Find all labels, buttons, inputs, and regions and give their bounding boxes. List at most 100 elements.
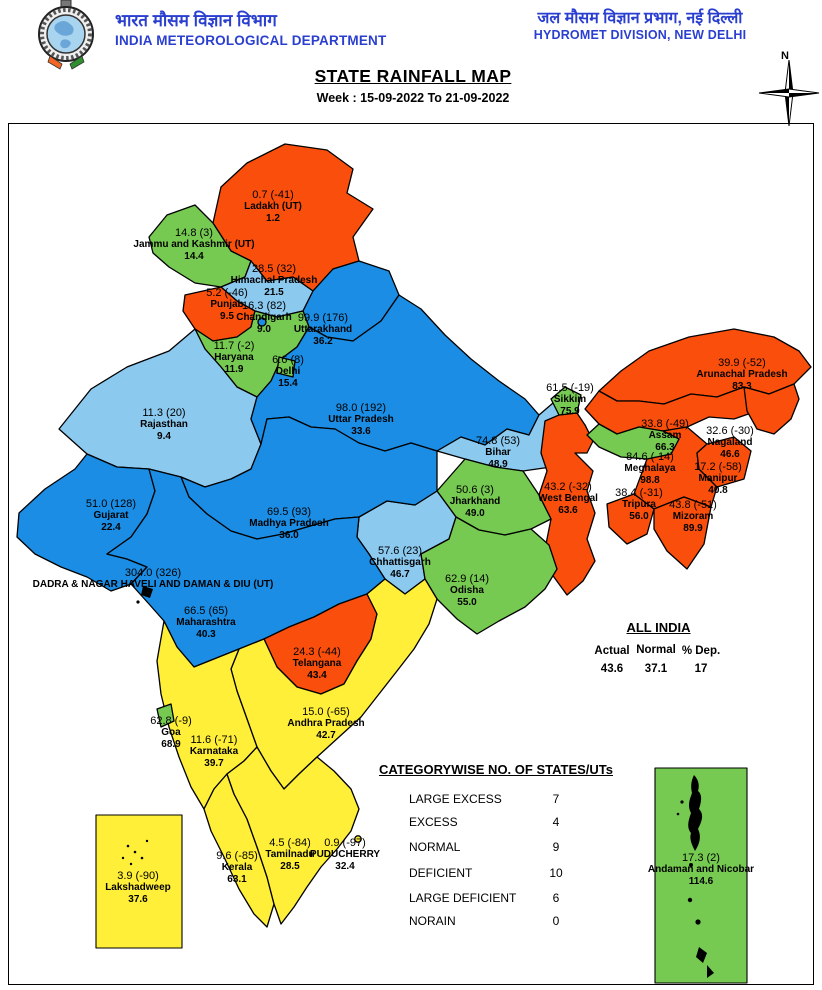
state-value-ap: 15.0 (-65)	[302, 706, 350, 718]
state-name-hp: Himachal Pradesh	[230, 275, 318, 286]
state-normal-up: 33.6	[351, 426, 371, 437]
state-shape-tamilnadu	[226, 746, 360, 925]
state-shape-sikkim	[550, 386, 582, 416]
state-label-dnh: 304.0 (326) DADRA & NAGAR HAVELI AND DAMA…	[33, 567, 274, 591]
state-value-manipur: 17.2 (-58)	[694, 461, 742, 473]
state-name-odisha: Odisha	[450, 585, 484, 596]
state-name-meghalaya: Meghalaya	[624, 463, 676, 474]
state-value-hp: 28.5 (32)	[251, 263, 297, 275]
state-label-maharashtra: 66.5 (65) Maharashtra 40.3	[176, 605, 235, 641]
state-normal-telangana: 43.4	[307, 670, 327, 681]
state-value-telangana: 24.3 (-44)	[293, 646, 341, 658]
state-name-tripura: Tripura	[622, 499, 656, 510]
state-label-ap: 15.0 (-65) Andhra Pradesh 42.7	[287, 706, 364, 742]
state-normal-maharashtra: 40.3	[196, 629, 216, 640]
state-normal-puducherry: 32.4	[335, 861, 355, 872]
category-row-count: 9	[552, 840, 560, 854]
state-label-delhi: 6.6 (8) Delhi 15.4	[272, 354, 304, 390]
category-row-label: EXCESS	[409, 815, 458, 829]
state-label-nagaland: 32.6 (-30) Nagaland 46.6	[706, 425, 754, 461]
state-value-gujarat: 51.0 (128)	[85, 498, 137, 510]
category-row-count: 4	[552, 815, 560, 829]
state-normal-gujarat: 22.4	[101, 522, 121, 533]
week-subtitle: Week : 15-09-2022 To 21-09-2022	[316, 91, 510, 105]
state-label-uttarakhand: 99.9 (176) Uttarakhand 36.2	[294, 312, 352, 348]
state-value-puducherry: 0.9 (-97)	[324, 837, 366, 849]
state-value-haryana: 11.7 (-2)	[213, 340, 255, 352]
compass-north-label: N	[781, 50, 789, 62]
state-value-punjab: 5.2 (-46)	[206, 287, 248, 299]
state-name-maharashtra: Maharashtra	[176, 617, 236, 628]
state-name-jk: Jammu and Kashmir (UT)	[133, 239, 255, 250]
state-shape-puducherry	[354, 835, 362, 843]
india-rainfall-map	[16, 143, 812, 984]
state-value-chandigarh: 16.3 (82)	[241, 300, 287, 312]
compass-icon	[758, 60, 820, 127]
state-label-odisha: 62.9 (14) Odisha 55.0	[445, 573, 489, 609]
state-label-tripura: 38.4 (-31) Tripura 56.0	[615, 487, 663, 523]
state-label-chhattisgarh: 57.6 (23) Chhattisgarh 46.7	[369, 545, 431, 581]
state-label-karnataka: 11.6 (-71) Karnataka 39.7	[190, 734, 238, 770]
state-label-sikkim: 61.5 (-19) Sikkim 75.9	[546, 382, 594, 418]
all-india-actual-value: 43.6	[600, 663, 624, 675]
state-normal-ap: 42.7	[316, 730, 336, 741]
state-label-gujarat: 51.0 (128) Gujarat 22.4	[86, 498, 136, 534]
state-name-arunachal: Arunachal Pradesh	[696, 369, 788, 380]
state-name-manipur: Manipur	[698, 473, 738, 484]
state-name-bihar: Bihar	[485, 447, 511, 458]
state-normal-chandigarh: 9.0	[257, 324, 271, 335]
state-label-chandigarh: 16.3 (82) Chandigarh 9.0	[236, 300, 292, 336]
state-name-jharkhand: Jharkhand	[449, 496, 501, 507]
state-label-mp: 69.5 (93) Madhya Pradesh 36.0	[249, 506, 328, 542]
category-row-label: LARGE EXCESS	[409, 792, 502, 806]
state-value-kerala: 9.6 (-85)	[216, 850, 258, 862]
state-name-assam: Assam	[648, 430, 682, 441]
state-name-dnh: DADRA & NAGAR HAVELI AND DAMAN & DIU (UT…	[32, 579, 274, 590]
state-value-dnh: 304.0 (326)	[124, 567, 182, 579]
state-normal-karnataka: 39.7	[204, 758, 224, 769]
state-label-rajasthan: 11.3 (20) Rajasthan 9.4	[140, 407, 188, 443]
state-label-lakshadweep: 3.9 (-90) Lakshadweep 37.6	[105, 870, 171, 906]
state-normal-punjab: 9.5	[220, 311, 234, 322]
state-normal-rajasthan: 9.4	[157, 431, 171, 442]
state-normal-arunachal: 83.3	[732, 381, 752, 392]
state-value-mp: 69.5 (93)	[266, 506, 312, 518]
state-value-assam: 33.8 (-49)	[641, 418, 689, 430]
state-value-bihar: 74.8 (53)	[475, 435, 521, 447]
state-normal-nagaland: 46.6	[720, 449, 740, 460]
state-label-punjab: 5.2 (-46) Punjab 9.5	[206, 287, 248, 323]
all-india-col-dep: % Dep.	[681, 645, 721, 657]
state-label-bihar: 74.8 (53) Bihar 48.9	[476, 435, 520, 471]
state-label-jharkhand: 50.6 (3) Jharkhand 49.0	[450, 484, 501, 520]
state-shape-nagaland	[743, 383, 800, 435]
state-label-goa: 62.8 (-9) Goa 68.9	[150, 715, 192, 751]
state-value-uttarakhand: 99.9 (176)	[297, 312, 349, 324]
org-name-english: INDIA METEOROLOGICAL DEPARTMENT	[115, 33, 387, 48]
state-normal-mp: 36.0	[279, 530, 299, 541]
state-name-punjab: Punjab	[210, 299, 244, 310]
state-value-up: 98.0 (192)	[335, 402, 387, 414]
state-label-meghalaya: 84.6 (-14) Meghalaya 98.8	[624, 451, 675, 487]
category-row-label: DEFICIENT	[409, 866, 473, 880]
category-row-count: 0	[552, 914, 560, 928]
category-row-label: NORAIN	[409, 914, 456, 928]
state-normal-meghalaya: 98.8	[640, 475, 660, 486]
state-name-gujarat: Gujarat	[93, 510, 129, 521]
state-name-rajasthan: Rajasthan	[140, 419, 188, 430]
state-label-wb: 43.2 (-32) West Bengal 63.6	[538, 481, 598, 517]
state-value-sikkim: 61.5 (-19)	[546, 382, 594, 394]
state-value-goa: 62.8 (-9)	[150, 715, 192, 727]
state-label-andaman: 17.3 (2) Andaman and Nicobar 114.6	[648, 852, 754, 888]
state-value-arunachal: 39.9 (-52)	[718, 357, 766, 369]
state-value-lakshadweep: 3.9 (-90)	[117, 870, 159, 882]
category-row-count: 10	[549, 866, 563, 880]
division-name-hindi: जल मौसम विज्ञान प्रभाग, नई दिल्ली	[537, 10, 743, 27]
all-india-col-normal: Normal	[636, 644, 676, 656]
state-label-manipur: 17.2 (-58) Manipur 40.8	[694, 461, 742, 497]
state-label-ladakh: 0.7 (-41) Ladakh (UT) 1.2	[244, 189, 302, 225]
state-shape-manipur	[696, 436, 752, 488]
state-value-mizoram: 43.8 (-51)	[669, 499, 717, 511]
division-name-english: HYDROMET DIVISION, NEW DELHI	[533, 28, 747, 42]
state-normal-goa: 68.9	[161, 739, 181, 750]
